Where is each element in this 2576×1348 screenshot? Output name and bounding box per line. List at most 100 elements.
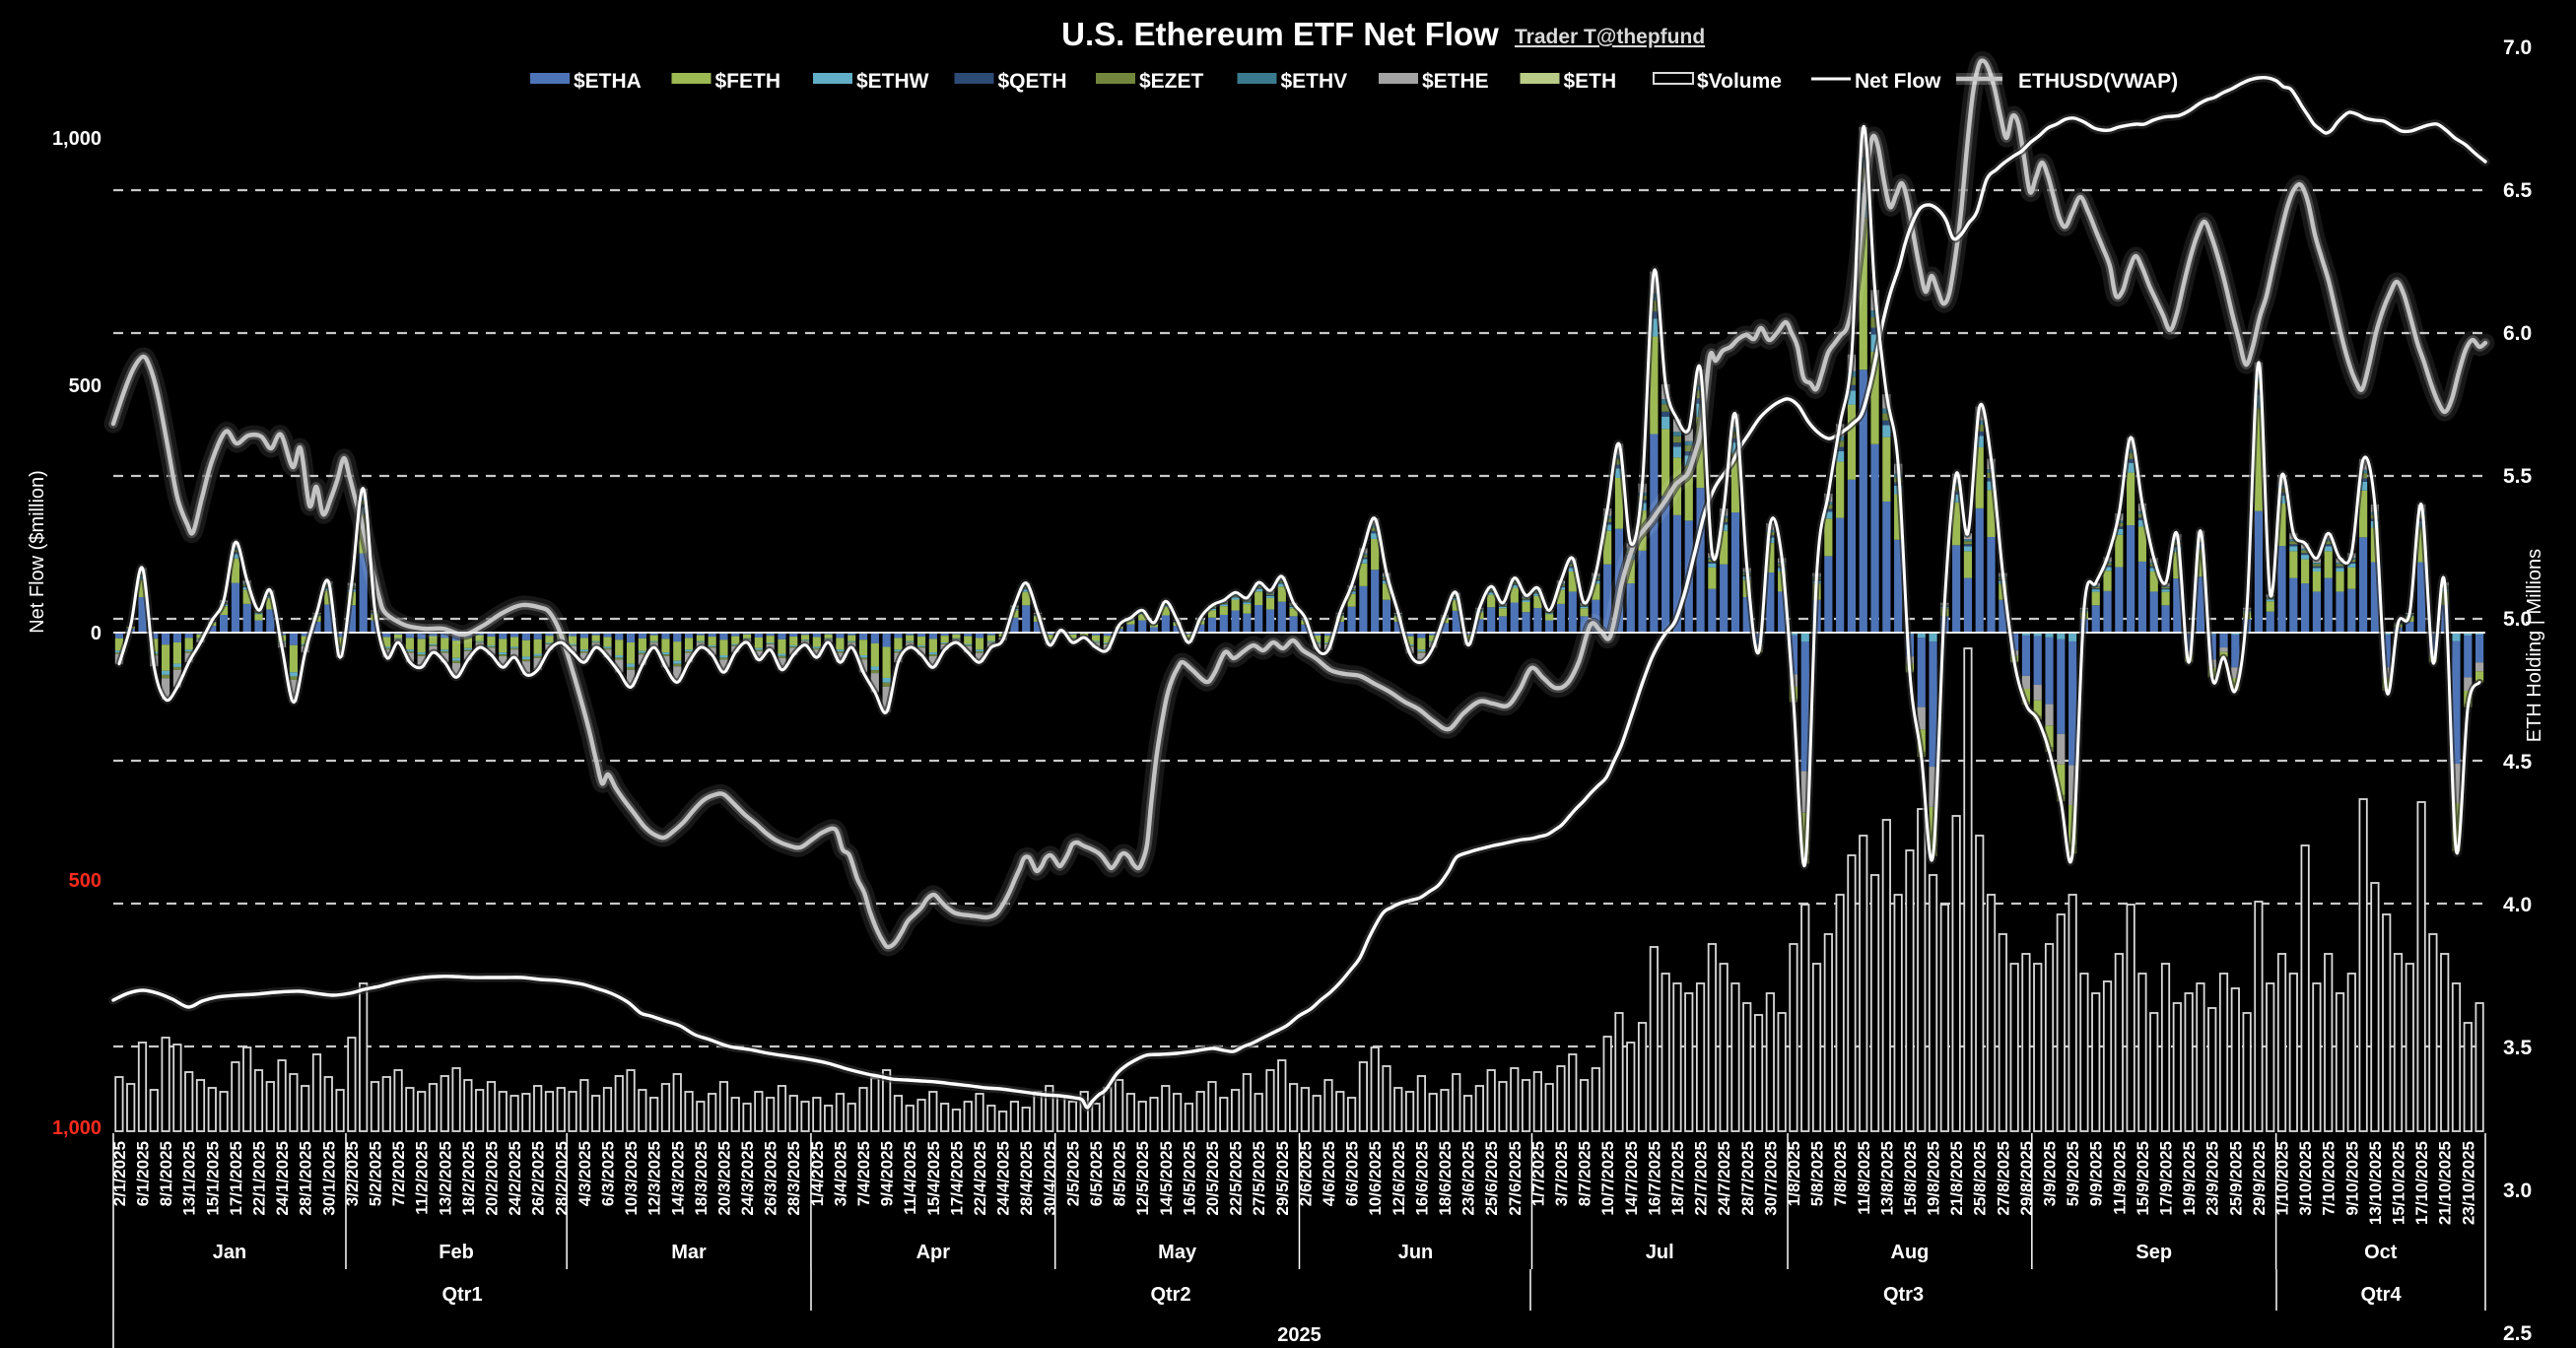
svg-text:Jun: Jun bbox=[1398, 1242, 1434, 1263]
svg-text:Net Flow: Net Flow bbox=[1855, 70, 1941, 93]
svg-text:Apr: Apr bbox=[916, 1242, 951, 1263]
svg-text:1/8/2025: 1/8/2025 bbox=[1785, 1141, 1803, 1206]
svg-text:22/1/2025: 22/1/2025 bbox=[249, 1141, 268, 1216]
svg-text:Qtr2: Qtr2 bbox=[1150, 1284, 1190, 1306]
svg-text:2/5/2025: 2/5/2025 bbox=[1063, 1141, 1082, 1206]
svg-text:6/3/2025: 6/3/2025 bbox=[598, 1141, 617, 1206]
svg-text:13/10/2025: 13/10/2025 bbox=[2366, 1141, 2385, 1225]
svg-text:7.0: 7.0 bbox=[2503, 36, 2532, 59]
svg-text:$EZET: $EZET bbox=[1139, 70, 1204, 93]
svg-text:Trader T@thepfund: Trader T@thepfund bbox=[1515, 26, 1705, 48]
svg-text:$FETH: $FETH bbox=[715, 70, 781, 93]
svg-text:0: 0 bbox=[91, 623, 102, 644]
svg-text:28/7/2025: 28/7/2025 bbox=[1738, 1141, 1757, 1216]
svg-text:3/9/2025: 3/9/2025 bbox=[2041, 1141, 2060, 1206]
svg-text:$ETHV: $ETHV bbox=[1281, 70, 1348, 93]
svg-text:10/3/2025: 10/3/2025 bbox=[622, 1141, 641, 1216]
svg-text:6/1/2025: 6/1/2025 bbox=[133, 1141, 152, 1206]
svg-text:28/4/2025: 28/4/2025 bbox=[1017, 1141, 1036, 1216]
svg-text:8/1/2025: 8/1/2025 bbox=[157, 1141, 175, 1206]
svg-text:Jan: Jan bbox=[213, 1242, 246, 1263]
svg-text:Mar: Mar bbox=[671, 1242, 707, 1263]
svg-text:11/2/2025: 11/2/2025 bbox=[413, 1141, 432, 1215]
svg-text:11/9/2025: 11/9/2025 bbox=[2110, 1141, 2129, 1215]
svg-text:May: May bbox=[1158, 1242, 1197, 1263]
svg-text:5/9/2025: 5/9/2025 bbox=[2064, 1141, 2082, 1206]
svg-text:9/9/2025: 9/9/2025 bbox=[2087, 1141, 2106, 1206]
svg-text:12/5/2025: 12/5/2025 bbox=[1133, 1141, 1152, 1216]
svg-text:$QETH: $QETH bbox=[998, 70, 1067, 93]
svg-text:5.5: 5.5 bbox=[2503, 465, 2533, 488]
svg-text:24/7/2025: 24/7/2025 bbox=[1715, 1141, 1733, 1216]
svg-text:15/10/2025: 15/10/2025 bbox=[2390, 1141, 2408, 1225]
svg-text:12/6/2025: 12/6/2025 bbox=[1390, 1141, 1408, 1216]
svg-text:11/8/2025: 11/8/2025 bbox=[1855, 1141, 1873, 1215]
svg-text:3/10/2025: 3/10/2025 bbox=[2296, 1141, 2315, 1216]
svg-text:27/8/2025: 27/8/2025 bbox=[1994, 1141, 2012, 1216]
svg-text:15/4/2025: 15/4/2025 bbox=[924, 1141, 943, 1216]
svg-text:30/7/2025: 30/7/2025 bbox=[1761, 1141, 1780, 1216]
svg-text:27/5/2025: 27/5/2025 bbox=[1250, 1141, 1268, 1216]
svg-text:17/1/2025: 17/1/2025 bbox=[227, 1141, 245, 1216]
svg-text:3/2/2025: 3/2/2025 bbox=[343, 1141, 362, 1206]
svg-text:Qtr1: Qtr1 bbox=[441, 1284, 482, 1306]
svg-text:2.5: 2.5 bbox=[2503, 1322, 2533, 1345]
svg-text:500: 500 bbox=[69, 375, 102, 397]
svg-text:$Volume: $Volume bbox=[1697, 70, 1782, 93]
svg-text:22/7/2025: 22/7/2025 bbox=[1692, 1141, 1711, 1216]
svg-text:ETH Holding | Millions: ETH Holding | Millions bbox=[2524, 549, 2545, 742]
svg-text:2/1/2025: 2/1/2025 bbox=[110, 1141, 129, 1206]
svg-text:18/2/2025: 18/2/2025 bbox=[459, 1141, 478, 1216]
svg-text:8/5/2025: 8/5/2025 bbox=[1111, 1141, 1129, 1206]
svg-text:Feb: Feb bbox=[439, 1242, 474, 1263]
svg-text:17/4/2025: 17/4/2025 bbox=[947, 1141, 966, 1216]
svg-text:28/1/2025: 28/1/2025 bbox=[297, 1141, 315, 1216]
svg-text:3.0: 3.0 bbox=[2503, 1180, 2532, 1202]
svg-text:4.5: 4.5 bbox=[2503, 751, 2533, 774]
svg-text:26/2/2025: 26/2/2025 bbox=[529, 1141, 548, 1216]
svg-text:ETHUSD(VWAP): ETHUSD(VWAP) bbox=[2018, 70, 2178, 93]
svg-text:16/7/2025: 16/7/2025 bbox=[1645, 1141, 1663, 1216]
svg-text:27/6/2025: 27/6/2025 bbox=[1506, 1141, 1525, 1216]
svg-text:24/1/2025: 24/1/2025 bbox=[273, 1141, 292, 1216]
svg-text:500: 500 bbox=[69, 870, 102, 892]
svg-text:2025: 2025 bbox=[1277, 1324, 1322, 1346]
svg-text:15/1/2025: 15/1/2025 bbox=[203, 1141, 222, 1216]
svg-text:9/10/2025: 9/10/2025 bbox=[2342, 1141, 2361, 1216]
svg-text:10/6/2025: 10/6/2025 bbox=[1366, 1141, 1385, 1216]
svg-text:Qtr4: Qtr4 bbox=[2360, 1284, 2402, 1306]
svg-text:5/2/2025: 5/2/2025 bbox=[366, 1141, 384, 1206]
svg-text:9/4/2025: 9/4/2025 bbox=[878, 1141, 897, 1206]
svg-text:2/6/2025: 2/6/2025 bbox=[1296, 1141, 1315, 1206]
svg-text:18/3/2025: 18/3/2025 bbox=[692, 1141, 711, 1216]
svg-text:Aug: Aug bbox=[1891, 1242, 1930, 1263]
svg-text:18/7/2025: 18/7/2025 bbox=[1668, 1141, 1687, 1216]
svg-text:18/6/2025: 18/6/2025 bbox=[1436, 1141, 1455, 1216]
svg-text:12/3/2025: 12/3/2025 bbox=[645, 1141, 664, 1216]
svg-text:30/1/2025: 30/1/2025 bbox=[319, 1141, 338, 1216]
svg-text:23/6/2025: 23/6/2025 bbox=[1459, 1141, 1478, 1216]
svg-text:30/4/2025: 30/4/2025 bbox=[1041, 1141, 1059, 1216]
svg-text:1/7/2025: 1/7/2025 bbox=[1528, 1141, 1547, 1206]
svg-text:23/10/2025: 23/10/2025 bbox=[2459, 1141, 2477, 1225]
svg-text:11/4/2025: 11/4/2025 bbox=[901, 1141, 919, 1215]
svg-text:17/10/2025: 17/10/2025 bbox=[2412, 1141, 2431, 1225]
svg-text:6/6/2025: 6/6/2025 bbox=[1343, 1141, 1362, 1206]
svg-text:22/5/2025: 22/5/2025 bbox=[1227, 1141, 1246, 1216]
svg-text:13/8/2025: 13/8/2025 bbox=[1877, 1141, 1896, 1216]
svg-text:25/9/2025: 25/9/2025 bbox=[2226, 1141, 2245, 1216]
svg-text:25/6/2025: 25/6/2025 bbox=[1482, 1141, 1501, 1216]
svg-text:29/5/2025: 29/5/2025 bbox=[1273, 1141, 1292, 1216]
svg-text:13/1/2025: 13/1/2025 bbox=[180, 1141, 199, 1216]
svg-text:24/2/2025: 24/2/2025 bbox=[506, 1141, 524, 1216]
svg-text:5/8/2025: 5/8/2025 bbox=[1808, 1141, 1827, 1206]
svg-text:28/2/2025: 28/2/2025 bbox=[552, 1141, 571, 1216]
svg-text:3/7/2025: 3/7/2025 bbox=[1552, 1141, 1571, 1206]
svg-text:20/3/2025: 20/3/2025 bbox=[714, 1141, 733, 1216]
svg-text:4/3/2025: 4/3/2025 bbox=[576, 1141, 594, 1206]
svg-text:14/5/2025: 14/5/2025 bbox=[1157, 1141, 1176, 1216]
svg-text:6/5/2025: 6/5/2025 bbox=[1087, 1141, 1106, 1206]
svg-text:24/4/2025: 24/4/2025 bbox=[994, 1141, 1013, 1216]
svg-text:7/2/2025: 7/2/2025 bbox=[389, 1141, 408, 1206]
svg-text:4/6/2025: 4/6/2025 bbox=[1320, 1141, 1338, 1206]
